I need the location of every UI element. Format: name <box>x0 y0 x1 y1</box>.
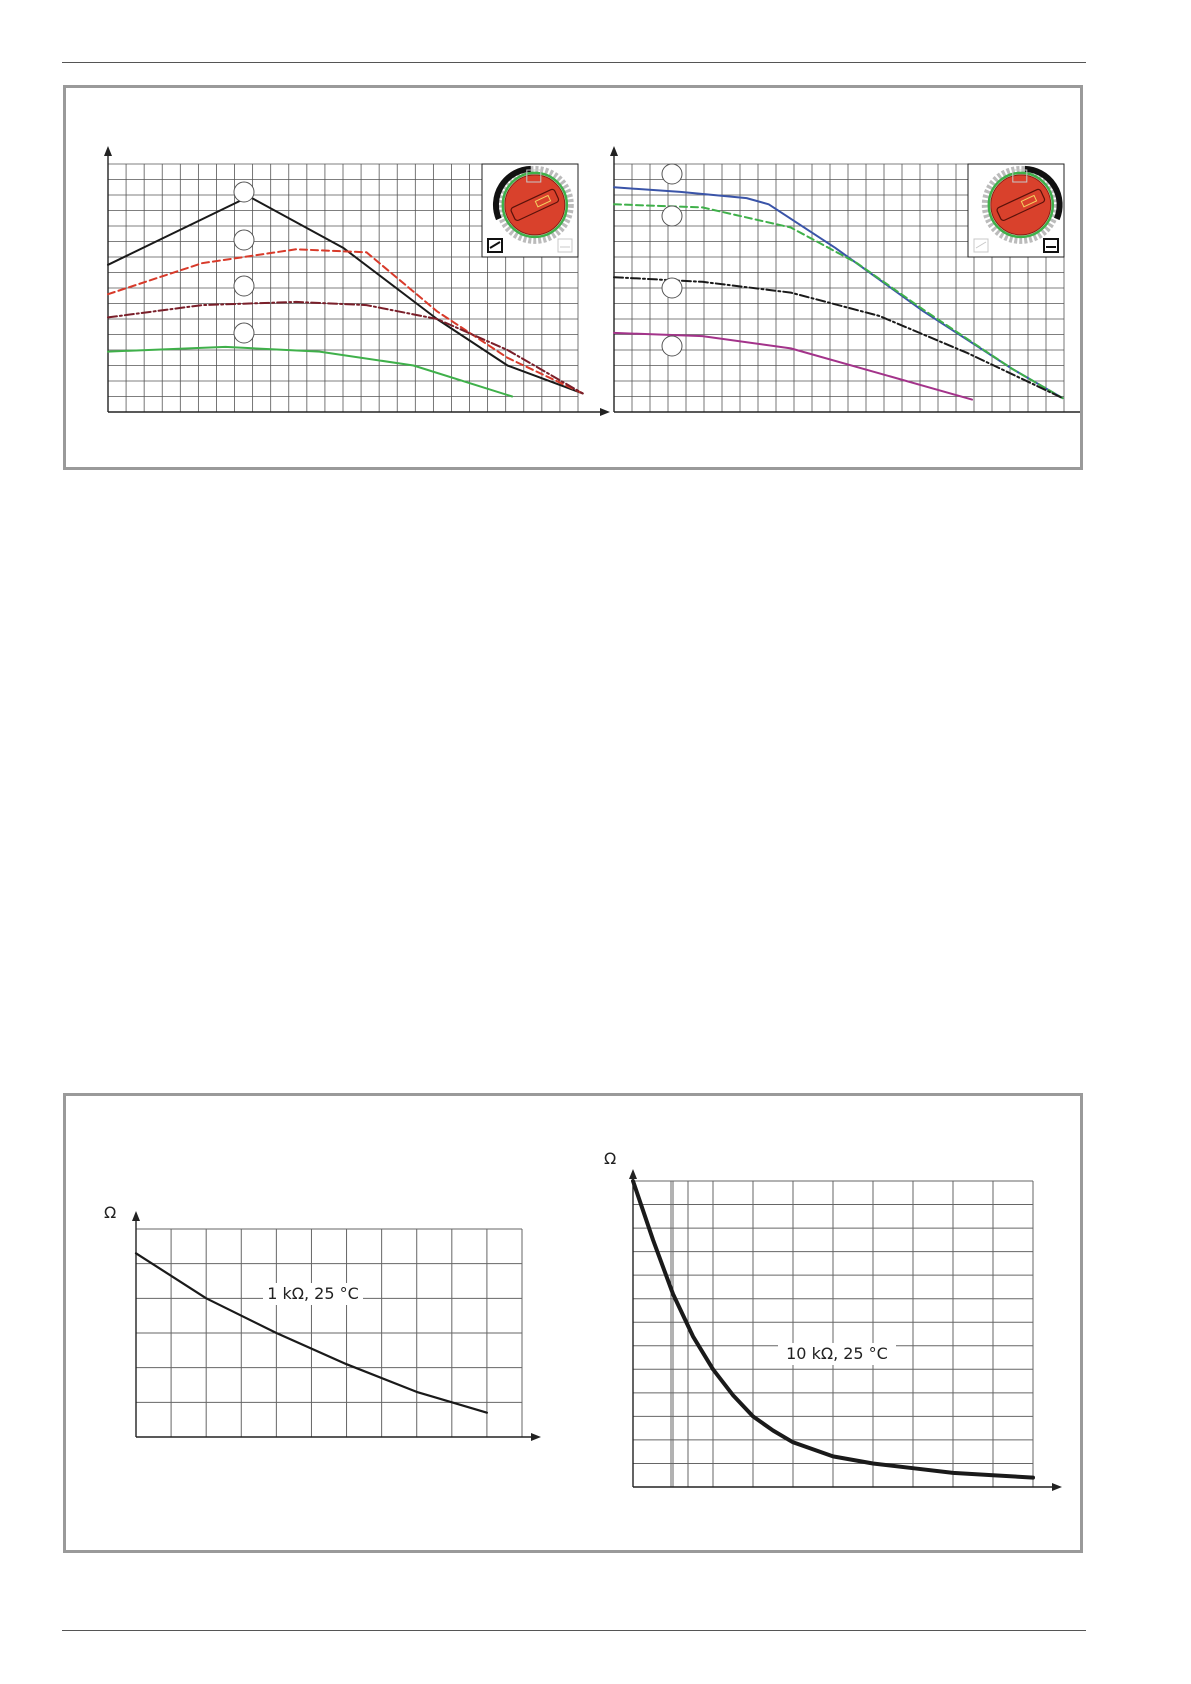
sensor-10k-annotation-bg <box>778 1343 896 1365</box>
sensor-1k-annotation-bg <box>263 1283 363 1305</box>
sensor-1k-annotation: 1 kΩ, 25 °C <box>267 1284 359 1303</box>
pump-right-curve-marker-4 <box>661 335 683 357</box>
sensor-1k-series-1-line <box>134 1252 488 1414</box>
pump-right-dial-inset <box>967 163 1065 258</box>
pump-left-dial-ring <box>501 171 569 239</box>
sensor-10k-annotation: 10 kΩ, 25 °C <box>786 1344 888 1363</box>
pump-left-dial-active-range <box>492 165 532 221</box>
pump-left-x-arrow <box>600 408 610 416</box>
sensor-1k-grid <box>136 1228 523 1437</box>
pump-left-series-4-line <box>107 345 514 398</box>
proportional-pressure-icon <box>487 238 503 253</box>
pump-left-dial-inset <box>481 163 579 258</box>
pump-right-dial-mark <box>1020 194 1038 208</box>
pump-left-series-3-line <box>107 300 584 395</box>
pump-right-series-2-line <box>613 203 1064 400</box>
pump-right-series-3-line <box>613 276 1064 400</box>
pump-right-dial-grip <box>996 188 1046 222</box>
pump-curves-panel <box>63 85 1083 470</box>
proportional-pressure-icon <box>973 238 989 253</box>
pump-curves-figure <box>104 146 1080 416</box>
pump-right-dial-pointer <box>996 188 1046 222</box>
pump-left-dial-grip <box>510 188 560 222</box>
pump-left-curve-marker-3 <box>233 275 255 297</box>
sensor-10k-x-arrow <box>1052 1483 1062 1491</box>
sensor-curves-panel: Ω 1 kΩ, 25 °C Ω 10 kΩ, 25 °C <box>63 1093 1083 1553</box>
sensor-curves-figure: Ω 1 kΩ, 25 °C Ω 10 kΩ, 25 °C <box>104 1149 1062 1491</box>
top-rule <box>62 62 1086 63</box>
pump-right-dial-ring <box>987 171 1055 239</box>
pump-right-curve-marker-1 <box>661 163 683 185</box>
pump-right-dial-active-range <box>1024 165 1063 221</box>
pump-left-curve-marker-4 <box>233 322 255 344</box>
sensor-10k-y-arrow <box>629 1169 637 1179</box>
constant-pressure-icon <box>557 238 573 253</box>
pump-left-y-arrow <box>104 146 112 156</box>
pump-right-series-4-line <box>613 331 973 401</box>
pump-left-dial-top-icon <box>526 169 542 183</box>
pump-right-dial-top-icon <box>1012 169 1028 183</box>
sensor-1k-y-arrow <box>132 1211 140 1221</box>
pump-right-curve-marker-2 <box>661 205 683 227</box>
sensor-10k-y-unit: Ω <box>604 1149 616 1168</box>
pump-left-curve-marker-1 <box>233 181 255 203</box>
constant-pressure-icon <box>1043 238 1059 253</box>
pump-left-dial-mark <box>534 194 552 208</box>
pump-left-series-1-line <box>107 195 584 395</box>
sensor-10k-series-1-line <box>631 1179 1035 1480</box>
pump-left-dial-pointer <box>510 188 560 222</box>
proportional-pressure-icon-line <box>975 241 987 249</box>
sensor-1k-x-arrow <box>531 1433 541 1441</box>
pump-right-curve-marker-3 <box>661 277 683 299</box>
bottom-rule <box>62 1630 1086 1631</box>
pump-left-curve-marker-2 <box>233 229 255 251</box>
pump-left-series-2-line <box>107 248 584 395</box>
proportional-pressure-icon-line <box>489 241 501 249</box>
pump-right-y-arrow <box>610 146 618 156</box>
sensor-1k-y-unit: Ω <box>104 1203 116 1222</box>
